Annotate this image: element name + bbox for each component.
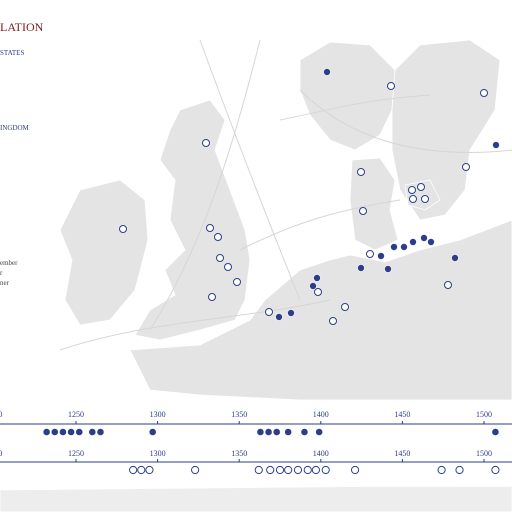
- event-marker: [321, 465, 330, 475]
- event-marker: [264, 428, 273, 436]
- tick-label: 1450: [394, 449, 410, 458]
- tick-label: 1200: [0, 449, 2, 458]
- event-marker: [148, 428, 157, 436]
- title: LATION: [0, 20, 44, 34]
- tick-label: 1300: [150, 410, 166, 419]
- event-marker: [137, 465, 146, 475]
- tick-label: 1400: [313, 410, 329, 419]
- event-marker: [303, 465, 312, 475]
- event-marker: [315, 428, 324, 436]
- tick-label: 1200: [0, 410, 2, 419]
- event-marker: [284, 465, 293, 475]
- tick-label: 1450: [394, 410, 410, 419]
- map-pins: [119, 68, 500, 325]
- event-marker: [129, 465, 138, 475]
- event-marker: [300, 428, 309, 436]
- event-marker: [491, 465, 500, 475]
- event-marker: [266, 465, 275, 475]
- event-marker: [75, 428, 84, 436]
- event-marker: [455, 465, 464, 475]
- event-marker: [491, 428, 500, 436]
- base-map: [0, 39, 512, 512]
- event-marker: [191, 465, 200, 475]
- event-marker: [96, 428, 105, 436]
- event-marker: [42, 428, 51, 436]
- event-marker: [59, 428, 67, 436]
- tick-label: 1500: [476, 449, 492, 458]
- event-marker: [67, 428, 76, 436]
- event-marker: [350, 465, 360, 475]
- tick-label: 1350: [231, 449, 247, 458]
- event-marker: [275, 465, 285, 475]
- legend-text: r: [0, 269, 3, 277]
- event-marker: [272, 428, 281, 436]
- event-marker: [293, 465, 303, 475]
- label: INGDOM: [0, 124, 30, 132]
- tick-label: 1400: [313, 449, 329, 458]
- legend-text: ner: [0, 279, 10, 287]
- tick-label: 1500: [476, 410, 492, 419]
- tick-label: 1350: [231, 410, 247, 419]
- event-marker: [50, 428, 59, 436]
- event-marker: [254, 465, 263, 475]
- event-marker: [437, 465, 446, 475]
- event-marker: [145, 465, 154, 475]
- legend-text: ember: [0, 259, 18, 267]
- label: STATES: [0, 49, 24, 57]
- tick-label: 1300: [150, 449, 166, 458]
- tick-label: 1250: [68, 449, 84, 458]
- event-marker: [284, 428, 293, 436]
- event-marker: [256, 428, 265, 436]
- event-marker: [311, 465, 321, 475]
- event-marker: [88, 428, 97, 436]
- tick-label: 1250: [68, 410, 84, 419]
